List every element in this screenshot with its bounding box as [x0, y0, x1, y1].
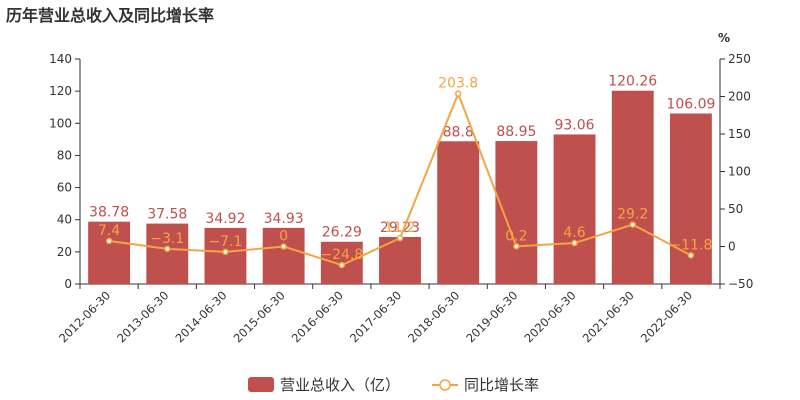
growth-rate-point — [629, 221, 636, 228]
y-right-tick-label: 200 — [728, 90, 751, 104]
y-left-tick-label: 80 — [57, 148, 72, 162]
y-right-tick-label: −50 — [728, 277, 753, 291]
y-right-unit-label: % — [718, 31, 730, 45]
growth-rate-label: 29.2 — [617, 207, 648, 223]
y-left-tick-label: 140 — [49, 52, 72, 66]
growth-rate-point — [222, 248, 229, 256]
growth-rate-point — [454, 90, 462, 97]
y-right-tick-label: 0 — [728, 240, 736, 254]
x-tick-label: 2014-06-30 — [172, 288, 229, 345]
x-tick-label: 2017-06-30 — [347, 288, 404, 345]
growth-rate-label: 0 — [279, 229, 288, 245]
x-tick-label: 2019-06-30 — [463, 288, 520, 345]
legend-label-revenue: 营业总收入（亿） — [280, 376, 400, 394]
growth-rate-point — [396, 234, 404, 242]
growth-rate-label: −7.1 — [208, 234, 242, 250]
growth-rate-point — [571, 239, 578, 247]
revenue-bar — [204, 227, 247, 284]
growth-rate-point — [513, 243, 520, 250]
revenue-bar — [262, 227, 305, 284]
revenue-bar-label: 93.06 — [554, 117, 594, 133]
y-right-tick-label: 100 — [728, 165, 751, 179]
legend-swatch-revenue — [248, 377, 274, 392]
revenue-bar-label: 88.95 — [496, 124, 536, 140]
growth-rate-label: 0.2 — [505, 228, 527, 244]
revenue-bar-label: 34.93 — [264, 211, 304, 227]
revenue-bar-label: 34.92 — [205, 211, 245, 227]
y-right-tick-label: 250 — [728, 52, 751, 66]
revenue-bar-label: 106.09 — [666, 96, 715, 112]
x-tick-label: 2022-06-30 — [638, 288, 695, 345]
revenue-bar-label: 120.26 — [608, 74, 657, 90]
y-left-tick-label: 0 — [64, 277, 72, 291]
growth-rate-point — [687, 252, 695, 259]
x-tick-label: 2013-06-30 — [114, 288, 171, 345]
growth-rate-label: −24.8 — [320, 247, 363, 263]
x-tick-label: 2015-06-30 — [231, 288, 288, 345]
x-tick-label: 2021-06-30 — [580, 288, 637, 345]
revenue-bar — [437, 141, 480, 284]
legend-marker-growth — [439, 379, 451, 391]
growth-rate-point — [164, 245, 171, 253]
revenue-bar-label: 38.78 — [89, 205, 129, 221]
growth-rate-label: 4.6 — [563, 225, 585, 241]
x-tick-label: 2020-06-30 — [522, 288, 579, 345]
growth-rate-point — [280, 243, 287, 250]
growth-rate-label: 203.8 — [438, 76, 478, 92]
y-right-tick-label: 150 — [728, 127, 751, 141]
y-left-tick-label: 120 — [49, 84, 72, 98]
revenue-bar-label: 37.58 — [147, 207, 187, 223]
revenue-bar — [495, 141, 538, 284]
y-left-tick-label: 40 — [57, 213, 72, 227]
growth-rate-point — [338, 261, 346, 269]
revenue-bar — [611, 90, 654, 284]
legend: 营业总收入（亿） 同比增长率 — [248, 376, 539, 394]
y-right-tick-label: 50 — [728, 202, 743, 216]
legend-label-growth: 同比增长率 — [464, 376, 539, 394]
x-tick-label: 2012-06-30 — [56, 288, 113, 345]
chart-title: 历年营业总收入及同比增长率 — [6, 6, 215, 25]
revenue-bar-label: 29.23 — [380, 220, 420, 236]
growth-rate-label: −3.1 — [150, 231, 184, 247]
growth-rate-label: 11.2 — [384, 220, 415, 236]
revenue-bar — [146, 223, 189, 284]
revenue-bar-label: 26.29 — [322, 225, 362, 241]
x-tick-label: 2018-06-30 — [405, 288, 462, 345]
x-tick-label: 2016-06-30 — [289, 288, 346, 345]
growth-rate-label: 7.4 — [98, 223, 120, 239]
y-left-tick-label: 20 — [57, 245, 72, 259]
revenue-bar — [553, 134, 596, 284]
revenue-bar-label: 88.8 — [443, 124, 474, 140]
y-left-tick-label: 60 — [57, 181, 72, 195]
growth-rate-label: −11.8 — [669, 237, 712, 253]
y-left-tick-label: 100 — [49, 116, 72, 130]
revenue-bar — [88, 221, 131, 284]
growth-rate-point — [105, 237, 113, 245]
